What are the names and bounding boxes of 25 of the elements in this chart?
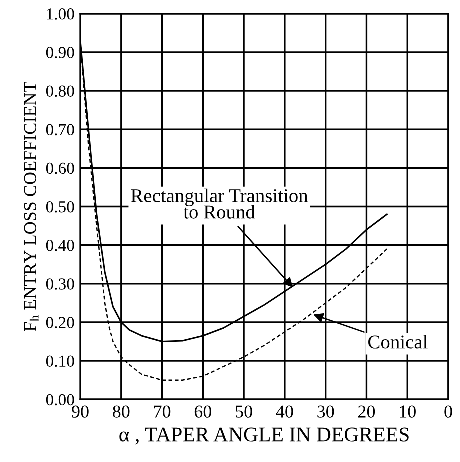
y-tick-label: 0.40 [46, 240, 74, 252]
y-tick-label: 0.80 [46, 86, 74, 98]
y-tick-label: 1.00 [47, 8, 74, 20]
x-tick-label: 0 [444, 406, 452, 418]
x-tick-label: 20 [358, 406, 376, 418]
y-tick-label: 0.00 [46, 394, 74, 406]
annotation: Rectangular Transition to Round [131, 188, 308, 219]
x-tick-label: 80 [113, 406, 130, 418]
y-tick-label: 0.50 [46, 201, 74, 213]
x-tick-label: 40 [276, 406, 294, 418]
x-tick-label: 10 [400, 406, 416, 418]
y-tick-label: 0.20 [46, 317, 74, 328]
x-tick-label: 90 [72, 406, 89, 418]
y-tick-label: 0.90 [46, 47, 74, 58]
x-tick-label: 50 [236, 406, 252, 418]
x-tick-label: 30 [318, 406, 334, 418]
y-tick-label: 0.60 [46, 162, 74, 174]
y-tick-label: 0.10 [46, 356, 74, 368]
x-tick-label: 60 [194, 406, 212, 418]
y-tick-label: 0.70 [46, 124, 74, 136]
x-tick-label: 70 [154, 406, 171, 418]
y-tick-label: 0.30 [46, 278, 74, 290]
y-axis-title: F$_{h}$ ENTRY LOSS COEFFICIENT [24, 82, 39, 332]
x-axis-title: α , TAPER ANGLE IN DEGREES [120, 428, 409, 445]
annotation: Conical [368, 335, 428, 349]
